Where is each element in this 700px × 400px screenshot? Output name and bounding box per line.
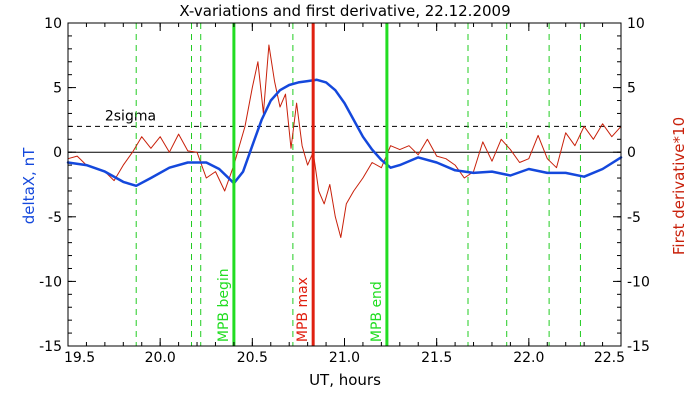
y-right-tick-label: 5 [627,81,636,97]
y-right-tick-label: 0 [627,145,636,161]
x-tick-label: 22.0 [513,350,544,366]
x-tick-label: 21.0 [329,350,360,366]
y-left-tick-label: 10 [44,16,62,32]
vertical-marker-label: MPB end [369,281,385,342]
x-axis-title: UT, hours [309,371,381,389]
x-axis: 19.5 20.0 20.5 21.0 21.5 22.0 22.5 [64,23,625,366]
x-tick-label: 21.5 [421,350,452,366]
y-axis-left-title: deltaX, nT [20,147,38,224]
plot-area: 2sigma MPB begin MPB max MPB end [66,23,623,346]
y-right-tick-label: -10 [627,274,650,290]
chart-title: X-variations and first derivative, 22.12… [179,2,510,20]
y-right-tick-label: -5 [627,210,641,226]
x-tick-label: 20.5 [237,350,268,366]
y-left-tick-label: 0 [53,145,62,161]
y-left-tick-label: -15 [39,339,62,355]
y-right-tick-label: 10 [627,16,645,32]
plot-frame [67,22,622,347]
y-axis-right-title: First derivative*10 [670,117,688,255]
x-tick-label: 20.0 [145,350,176,366]
y-left-tick-label: -10 [39,274,62,290]
series-line-derivative [67,44,622,238]
y-right-tick-label: -15 [627,339,650,355]
y-axis-right: 10 5 0 -5 -10 -15 [613,16,650,355]
vertical-marker-label: MPB begin [216,268,232,342]
y-left-tick-label: 5 [53,81,62,97]
vertical-marker-label: MPB max [295,277,311,342]
series-line-deltax [66,78,623,188]
y-left-tick-label: -5 [48,210,62,226]
two-sigma-label: 2sigma [105,108,156,124]
x-tick-label: 19.5 [64,350,95,366]
x-tick-label: 22.5 [594,350,625,366]
y-axis-left: 10 5 0 -5 -10 -15 [39,16,76,355]
